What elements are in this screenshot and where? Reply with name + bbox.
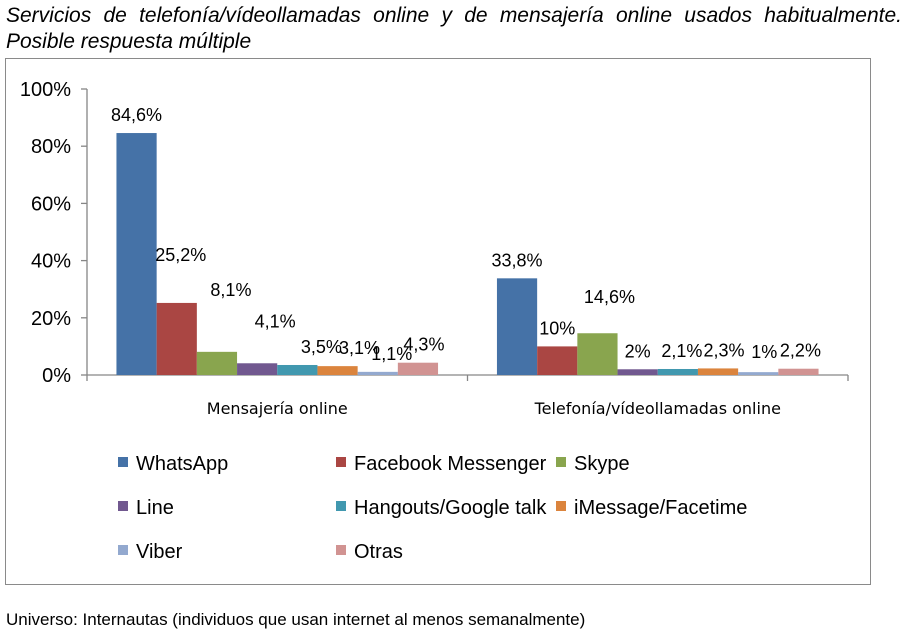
data-label: 4,1% bbox=[255, 311, 296, 331]
bar bbox=[196, 351, 238, 375]
legend-label: Otras bbox=[354, 541, 403, 563]
data-label: 1% bbox=[751, 342, 777, 362]
bar bbox=[778, 368, 819, 375]
chart-area bbox=[5, 58, 871, 585]
data-label: 10% bbox=[539, 318, 575, 338]
y-tick-label: 80% bbox=[31, 136, 71, 158]
bar bbox=[156, 302, 197, 375]
category-label: Telefonía/vídeollamadas online bbox=[534, 399, 781, 418]
data-label: 3,5% bbox=[301, 337, 342, 357]
data-label: 14,6% bbox=[584, 287, 635, 307]
legend-swatch bbox=[336, 545, 346, 555]
data-label: 1,1% bbox=[371, 344, 412, 364]
legend-label: Skype bbox=[574, 453, 630, 475]
legend-swatch bbox=[118, 545, 128, 555]
legend-label: Line bbox=[136, 497, 174, 519]
data-label: 25,2% bbox=[155, 245, 206, 265]
legend-swatch bbox=[336, 457, 346, 467]
bar bbox=[397, 362, 439, 375]
data-label: 3,1% bbox=[339, 338, 380, 358]
bar-chart: 0% 20% 40% 60% 80% 100% 84,6% 25,2%8,1%4,1%3,5%… bbox=[20, 79, 849, 563]
y-tick-label: 0% bbox=[42, 365, 71, 387]
legend-swatch bbox=[118, 457, 128, 467]
data-label: 4,3% bbox=[403, 335, 444, 355]
data-label: 33,8% bbox=[492, 250, 543, 270]
bar bbox=[577, 333, 618, 375]
source-note: Universo: Internautas (individuos que us… bbox=[6, 610, 586, 629]
legend-label: Hangouts/Google talk bbox=[354, 497, 547, 519]
bar bbox=[277, 364, 318, 375]
data-label: 2% bbox=[625, 341, 651, 361]
legend-label: WhatsApp bbox=[136, 453, 228, 475]
bar bbox=[237, 363, 278, 375]
legend-label: iMessage/Facetime bbox=[574, 497, 747, 519]
bar bbox=[738, 372, 779, 375]
data-label: 2,1% bbox=[661, 341, 702, 361]
data-label: 8,1% bbox=[210, 280, 251, 300]
bar bbox=[657, 368, 698, 375]
legend-swatch bbox=[556, 457, 566, 467]
legend-label: Facebook Messenger bbox=[354, 453, 547, 475]
y-tick-label: 100% bbox=[20, 79, 71, 101]
bar bbox=[537, 346, 578, 375]
legend-label: Viber bbox=[136, 541, 183, 563]
bar bbox=[496, 278, 538, 375]
legend-swatch bbox=[556, 501, 566, 511]
bar bbox=[617, 369, 658, 375]
data-label: 84,6% bbox=[111, 105, 162, 125]
data-label: 2,2% bbox=[780, 341, 821, 361]
y-tick-label: 20% bbox=[31, 308, 71, 330]
y-tick-label: 60% bbox=[31, 193, 71, 215]
data-label: 2,3% bbox=[704, 340, 745, 360]
chart-title: Servicios de telefonía/vídeollamadas onl… bbox=[6, 4, 902, 53]
bar bbox=[357, 371, 398, 375]
legend-swatch bbox=[336, 501, 346, 511]
legend-swatch bbox=[118, 501, 128, 511]
category-label: Mensajería online bbox=[207, 399, 348, 418]
bar bbox=[317, 366, 358, 375]
bar bbox=[116, 133, 157, 375]
bar bbox=[697, 368, 739, 375]
y-tick-label: 40% bbox=[31, 251, 71, 273]
